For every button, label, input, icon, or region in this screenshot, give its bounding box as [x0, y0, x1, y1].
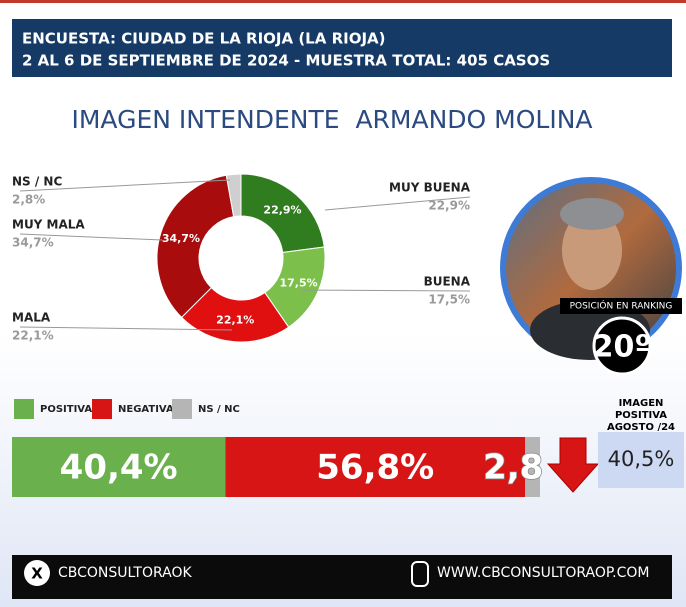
x-icon-glyph: X	[31, 565, 43, 583]
legend-swatch	[92, 399, 112, 419]
leader-line	[299, 289, 471, 292]
hand-icon	[411, 561, 429, 587]
website[interactable]: WWW.CBCONSULTORAOP.COM	[437, 565, 649, 581]
legend-label: POSITIVA	[40, 404, 92, 415]
ranking-value: 20º	[593, 330, 652, 365]
top-rule	[0, 0, 686, 3]
category-value: 2,8%	[12, 193, 45, 207]
category-label: MUY MALA	[12, 218, 85, 232]
slice-label: 22,1%	[216, 314, 254, 327]
bar-label: 2,8	[483, 448, 543, 488]
category-value: 17,5%	[428, 293, 470, 307]
bar-segment	[225, 437, 526, 497]
category-value: 34,7%	[12, 236, 54, 250]
donut-slice	[225, 173, 242, 218]
category-value: 22,9%	[428, 199, 470, 213]
header-line: ENCUESTA: CIUDAD DE LA RIOJA (LA RIOJA)	[22, 30, 386, 48]
previous-box	[598, 432, 684, 488]
bar-label: 40,4%	[60, 448, 178, 488]
header-line: 2 AL 6 DE SEPTIEMBRE DE 2024 - MUESTRA T…	[22, 52, 550, 70]
legend-label: NS / NC	[198, 404, 240, 415]
previous-label: IMAGEN POSITIVA AGOSTO /24	[607, 398, 675, 433]
ranking-badge	[592, 316, 652, 376]
legend-swatch	[172, 399, 192, 419]
leader-line	[324, 196, 471, 211]
bar-segment	[525, 437, 540, 497]
slice-label: 34,7%	[162, 232, 200, 245]
category-value: 22,1%	[12, 329, 54, 343]
category-label: MUY BUENA	[389, 181, 471, 195]
social-handle[interactable]: CBCONSULTORAOK	[58, 565, 192, 581]
legend-label: NEGATIVA	[118, 404, 174, 415]
donut-slice	[156, 174, 235, 319]
header-band	[12, 19, 672, 77]
ranking-band	[560, 298, 682, 314]
photo	[500, 177, 682, 360]
down-arrow	[546, 437, 600, 493]
x-icon	[24, 560, 50, 586]
bar-label: 56,8%	[316, 448, 434, 488]
leader-line	[19, 179, 231, 192]
ranking-label: POSICIÓN EN RANKING	[570, 300, 673, 312]
donut-slice	[180, 286, 290, 343]
leader-line	[19, 326, 233, 331]
legend-swatch	[14, 399, 34, 419]
bar-segment	[12, 437, 226, 497]
category-label: BUENA	[424, 275, 471, 289]
previous-value: 40,5%	[608, 447, 675, 471]
slice-label: 22,9%	[263, 204, 301, 217]
slice-label: 17,5%	[279, 277, 317, 290]
category-label: NS / NC	[12, 175, 62, 189]
chart-title: IMAGEN INTENDENTE ARMANDO MOLINA	[71, 105, 592, 134]
footer-band	[12, 555, 672, 599]
leader-line	[19, 233, 163, 241]
category-label: MALA	[12, 311, 51, 325]
